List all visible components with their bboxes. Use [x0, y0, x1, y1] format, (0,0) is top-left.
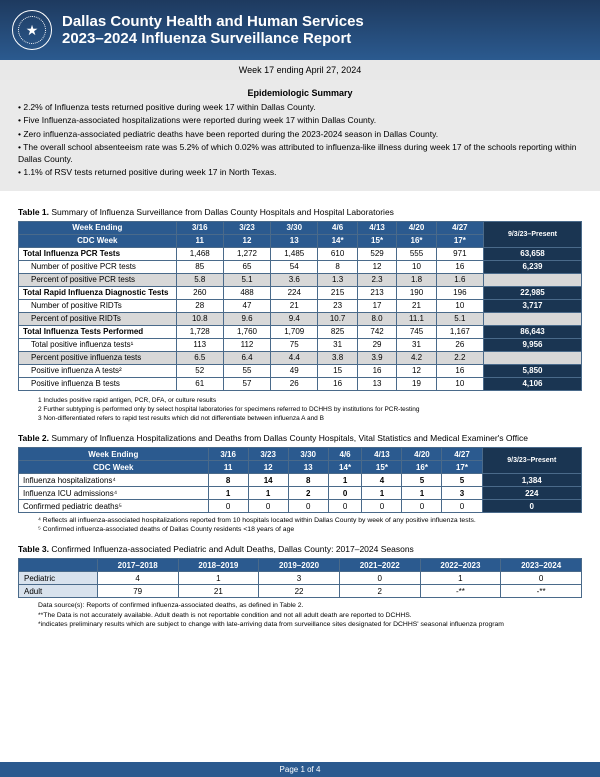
summary-bullet: • Zero influenza-associated pediatric de…: [18, 129, 582, 140]
table3-title: Table 3. Confirmed Influenza-associated …: [18, 544, 582, 554]
org-name: Dallas County Health and Human Services: [62, 13, 364, 30]
table3: 2017–20182018–20192019–20202021–20222022…: [18, 558, 582, 598]
report-title: 2023–2024 Influenza Surveillance Report: [62, 30, 364, 47]
page-footer: Page 1 of 4: [0, 762, 600, 777]
summary-bullet: • 2.2% of Influenza tests returned posit…: [18, 102, 582, 113]
table3-footnotes: Data source(s): Reports of confirmed inf…: [38, 601, 582, 629]
header-titles: Dallas County Health and Human Services …: [62, 13, 364, 48]
table1: Week Ending3/163/233/304/64/134/204/279/…: [18, 221, 582, 391]
table1-footnotes: 1 Includes positive rapid antigen, PCR, …: [38, 396, 582, 423]
texas-seal-icon: ★: [12, 10, 52, 50]
week-subhead: Week 17 ending April 27, 2024: [0, 60, 600, 80]
table2-title: Table 2. Summary of Influenza Hospitaliz…: [18, 433, 582, 443]
summary-bullet: • 1.1% of RSV tests returned positive du…: [18, 167, 582, 178]
table2: Week Ending3/163/233/304/64/134/204/279/…: [18, 447, 582, 513]
summary-title: Epidemiologic Summary: [18, 88, 582, 98]
table2-footnotes: ⁴ Reflects all influenza-associated hosp…: [38, 516, 582, 534]
header-banner: ★ Dallas County Health and Human Service…: [0, 0, 600, 60]
content: Table 1. Summary of Influenza Surveillan…: [0, 191, 600, 629]
summary-bullet: • The overall school absenteeism rate wa…: [18, 142, 582, 165]
epi-summary: Epidemiologic Summary • 2.2% of Influenz…: [0, 80, 600, 191]
page: ★ Dallas County Health and Human Service…: [0, 0, 600, 629]
table1-title: Table 1. Summary of Influenza Surveillan…: [18, 207, 582, 217]
summary-bullet: • Five Influenza-associated hospitalizat…: [18, 115, 582, 126]
